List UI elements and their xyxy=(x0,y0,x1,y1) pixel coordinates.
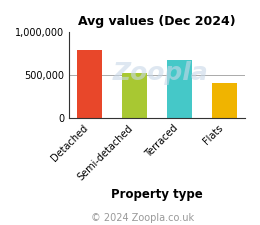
Title: Avg values (Dec 2024): Avg values (Dec 2024) xyxy=(78,15,236,28)
Bar xyxy=(167,61,192,118)
Text: © 2024 Zoopla.co.uk: © 2024 Zoopla.co.uk xyxy=(92,213,194,223)
Text: Zoopla: Zoopla xyxy=(113,61,208,86)
Bar xyxy=(77,50,102,118)
Bar xyxy=(122,74,147,118)
Bar xyxy=(212,83,237,118)
X-axis label: Property type: Property type xyxy=(111,188,203,201)
